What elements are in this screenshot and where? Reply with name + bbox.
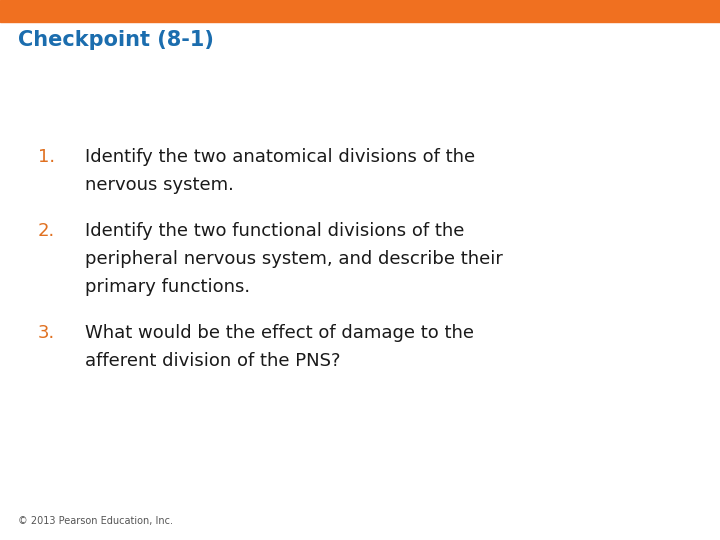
Bar	[0, 0, 720, 22]
Text: Identify the two anatomical divisions of the: Identify the two anatomical divisions of…	[85, 148, 475, 166]
Text: 3.: 3.	[38, 324, 55, 342]
Text: primary functions.: primary functions.	[85, 278, 250, 296]
Text: Identify the two functional divisions of the: Identify the two functional divisions of…	[85, 222, 464, 240]
Text: Checkpoint (8-1): Checkpoint (8-1)	[18, 30, 214, 50]
Text: © 2013 Pearson Education, Inc.: © 2013 Pearson Education, Inc.	[18, 516, 173, 526]
Text: What would be the effect of damage to the: What would be the effect of damage to th…	[85, 324, 474, 342]
Text: 2.: 2.	[38, 222, 55, 240]
Text: peripheral nervous system, and describe their: peripheral nervous system, and describe …	[85, 250, 503, 268]
Text: nervous system.: nervous system.	[85, 176, 234, 194]
Text: afferent division of the PNS?: afferent division of the PNS?	[85, 352, 341, 370]
Text: 1.: 1.	[38, 148, 55, 166]
